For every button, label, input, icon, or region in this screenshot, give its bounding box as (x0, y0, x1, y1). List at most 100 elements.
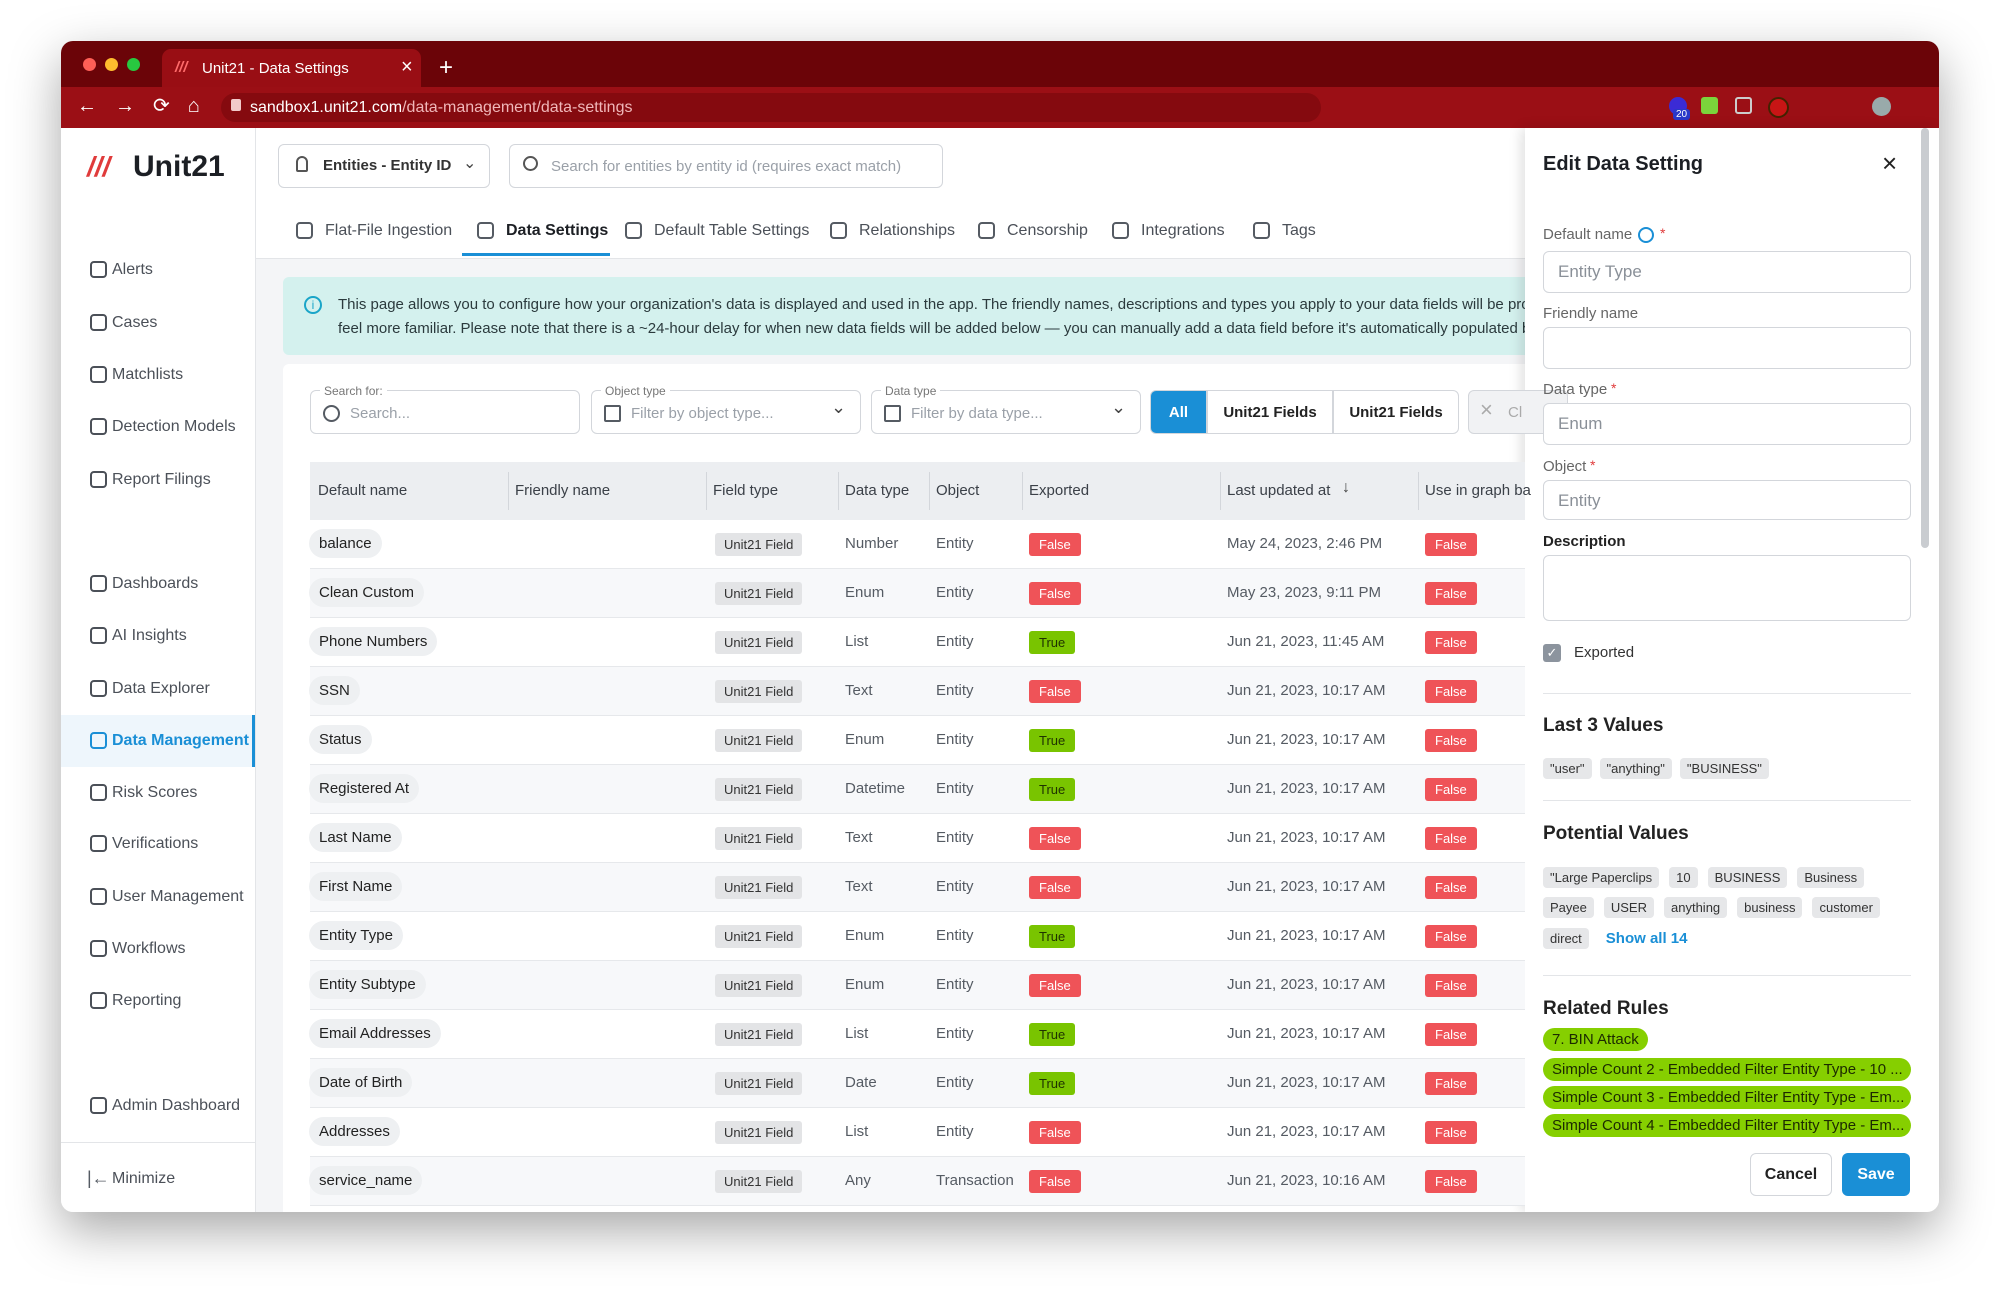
tab[interactable]: Data Settings (506, 222, 609, 239)
nav-item[interactable]: User Management (112, 888, 244, 905)
nav-item[interactable]: Report Filings (112, 471, 211, 488)
cell: Enum (845, 731, 885, 748)
bool-chip: False (1029, 1170, 1081, 1193)
column-header[interactable]: Use in graph ba (1425, 482, 1531, 499)
close-dot[interactable] (83, 58, 96, 71)
panel-close[interactable]: × (1882, 148, 1898, 178)
logo: Unit21 (133, 150, 225, 183)
url-field[interactable] (221, 93, 1321, 122)
tab-underline (462, 253, 610, 256)
column-header[interactable]: Object (936, 482, 980, 499)
tab[interactable]: Censorship (1007, 222, 1088, 239)
rule-chip[interactable]: Simple Count 3 - Embedded Filter Entity … (1543, 1086, 1911, 1109)
divider (1543, 800, 1911, 801)
nav-item[interactable]: Cases (112, 314, 158, 331)
column-header[interactable]: Field type (713, 482, 779, 499)
show-all[interactable]: Show all 14 (1605, 930, 1688, 947)
table-row[interactable] (310, 912, 1525, 961)
column-header[interactable]: Friendly name (515, 482, 611, 499)
cell: Enum (845, 927, 885, 944)
nav-item[interactable]: Data Management (112, 732, 249, 749)
extension[interactable] (1735, 97, 1752, 114)
table-row[interactable] (310, 765, 1525, 814)
minimize[interactable]: Minimize (112, 1170, 176, 1187)
last-values: "user" "anything" "BUSINESS" (1543, 758, 1911, 779)
cancel-button[interactable]: Cancel (1750, 1153, 1832, 1196)
field-input[interactable] (1543, 480, 1911, 520)
filter-icon (604, 405, 621, 422)
table-row[interactable] (310, 1157, 1525, 1206)
max-dot[interactable] (127, 58, 140, 71)
checkbox[interactable]: ✓ (1543, 644, 1561, 662)
table-row[interactable] (310, 618, 1525, 667)
table-row[interactable] (310, 1108, 1525, 1157)
table-row[interactable] (310, 569, 1525, 618)
min-dot[interactable] (105, 58, 118, 71)
bool-chip: False (1425, 876, 1477, 899)
info-banner (283, 277, 1583, 355)
tab[interactable]: Default Table Settings (654, 222, 810, 239)
column-header[interactable]: Last updated at (1227, 482, 1331, 499)
url: sandbox1.unit21.com/data-management/data… (250, 99, 632, 117)
nav-item[interactable]: Verifications (112, 835, 199, 852)
table-row[interactable] (310, 814, 1525, 863)
entity-search[interactable] (509, 144, 943, 188)
cell: Jun 21, 2023, 10:17 AM (1227, 731, 1386, 748)
column-header[interactable]: Data type (845, 482, 910, 499)
nav-item[interactable]: Matchlists (112, 366, 184, 383)
tab[interactable]: Integrations (1141, 222, 1225, 239)
rule-chip[interactable]: Simple Count 2 - Embedded Filter Entity … (1543, 1058, 1911, 1081)
value-chip: BUSINESS (1707, 867, 1788, 888)
rule-chip[interactable]: Simple Count 4 - Embedded Filter Entity … (1543, 1114, 1911, 1137)
tab-close[interactable]: × (401, 56, 413, 78)
extension[interactable] (1701, 97, 1718, 114)
nav-item[interactable]: Dashboards (112, 575, 199, 592)
rule-chip[interactable]: 7. BIN Attack (1543, 1028, 1648, 1051)
entity-select[interactable] (278, 144, 490, 188)
field-input[interactable] (1543, 327, 1911, 369)
cell: Entity (936, 976, 974, 993)
field-value: Enum (1558, 414, 1603, 433)
toggle[interactable]: All (1150, 390, 1207, 434)
bool-chip: False (1425, 1121, 1477, 1144)
nav-buttons[interactable]: ←→⟳⌂ (77, 95, 218, 117)
table-row[interactable] (310, 1059, 1525, 1108)
table-row[interactable] (310, 667, 1525, 716)
nav-item[interactable]: Admin Dashboard (112, 1097, 241, 1114)
column-header[interactable]: Exported (1029, 482, 1090, 499)
bool-chip: False (1029, 827, 1081, 850)
table-row[interactable] (310, 863, 1525, 912)
name-chip: Last Name (309, 823, 402, 852)
profile[interactable] (1872, 97, 1891, 116)
field-input[interactable] (1543, 403, 1911, 445)
tab[interactable]: Relationships (859, 222, 956, 239)
nav-item[interactable]: Workflows (112, 940, 186, 957)
name-chip: Phone Numbers (309, 627, 438, 656)
table-row[interactable] (310, 961, 1525, 1010)
nav-item[interactable]: AI Insights (112, 627, 187, 644)
toggle[interactable]: Unit21 Fields (1333, 390, 1459, 434)
extension[interactable] (1768, 97, 1789, 118)
nav-item[interactable]: Alerts (112, 261, 153, 278)
table-row[interactable] (310, 520, 1525, 569)
cell: Jun 21, 2023, 10:17 AM (1227, 927, 1386, 944)
bool-chip: True (1029, 778, 1076, 801)
tab[interactable]: Flat-File Ingestion (325, 222, 453, 239)
field-input[interactable] (1543, 251, 1911, 293)
nav-item[interactable]: Data Explorer (112, 680, 210, 697)
save-button[interactable]: Save (1842, 1153, 1910, 1196)
nav-icon (90, 680, 107, 697)
column-header[interactable]: Default name (318, 482, 408, 499)
new-tab[interactable]: + (439, 54, 454, 81)
nav-item[interactable]: Detection Models (112, 418, 236, 435)
nav-item[interactable]: Risk Scores (112, 784, 198, 801)
description-input[interactable] (1543, 555, 1911, 621)
table-row[interactable] (310, 716, 1525, 765)
tab[interactable]: Tags (1282, 222, 1316, 239)
toggle[interactable]: Unit21 Fields (1207, 390, 1333, 434)
nav-item[interactable]: Reporting (112, 992, 182, 1009)
table-row[interactable] (310, 1010, 1525, 1059)
active-tab[interactable] (162, 49, 421, 87)
value-chip: anything (1664, 897, 1728, 918)
cell: Jun 21, 2023, 10:16 AM (1227, 1172, 1386, 1189)
